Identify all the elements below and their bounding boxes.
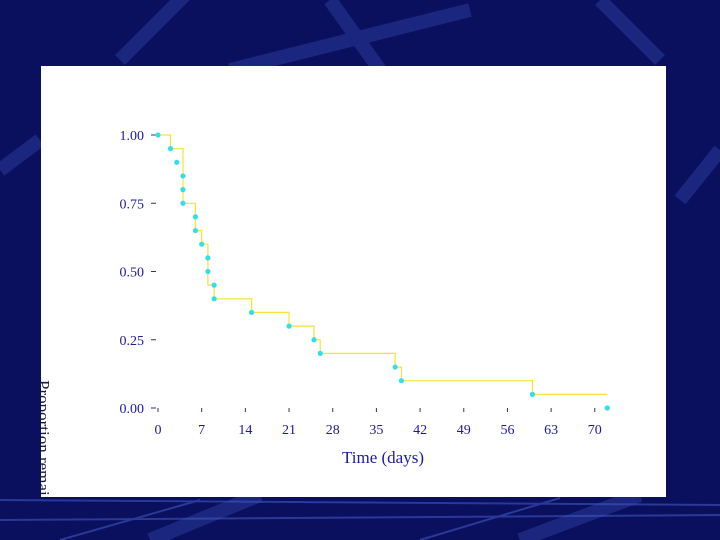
data-point xyxy=(317,350,323,356)
data-point xyxy=(249,309,255,316)
data-point xyxy=(604,405,610,411)
tick-labels: 0.00 0.25 0.50 0.75 1.00 0 7 14 21 28 35 42 49 56 63 70 xyxy=(120,129,602,438)
x-tick-label: 70 xyxy=(588,423,602,438)
y-tick-label: 0.00 xyxy=(120,402,145,417)
y-tick-label: 0.25 xyxy=(120,334,145,349)
data-point xyxy=(180,187,186,193)
data-point xyxy=(205,268,211,275)
data-point xyxy=(392,364,398,370)
data-point xyxy=(311,337,317,343)
data-point xyxy=(211,296,217,302)
data-points xyxy=(155,132,610,411)
x-tick-label: 56 xyxy=(500,423,514,438)
data-point xyxy=(205,255,211,261)
data-point xyxy=(180,173,186,179)
x-tick-label: 21 xyxy=(282,423,296,438)
x-tick-label: 14 xyxy=(238,423,252,438)
y-tick-label: 1.00 xyxy=(120,129,145,144)
axis-ticks xyxy=(151,134,596,412)
x-tick-label: 28 xyxy=(326,423,340,438)
data-point xyxy=(180,200,186,206)
x-tick-label: 49 xyxy=(457,423,471,438)
x-tick-label: 35 xyxy=(369,423,383,438)
data-point xyxy=(211,282,217,288)
x-axis-title: Time (days) xyxy=(342,448,424,467)
data-point xyxy=(286,323,292,329)
x-tick-label: 7 xyxy=(198,423,205,438)
y-tick-label: 0.75 xyxy=(120,197,145,212)
y-tick-label: 0.50 xyxy=(120,266,145,281)
survival-step-line xyxy=(158,134,608,395)
data-point xyxy=(199,241,205,247)
x-tick-label: 0 xyxy=(155,423,162,438)
x-tick-label: 42 xyxy=(413,423,427,438)
chart-panel: 0.00 0.25 0.50 0.75 1.00 0 7 14 21 28 35 42 49 56 63 70… xyxy=(41,66,666,497)
data-point xyxy=(192,227,199,234)
data-point xyxy=(529,391,535,397)
y-axis-title: Proportion remai xyxy=(41,380,53,496)
data-point xyxy=(192,214,199,220)
data-point xyxy=(155,132,161,138)
data-point xyxy=(398,378,404,384)
data-point xyxy=(174,159,180,165)
step-curve xyxy=(158,134,608,395)
kaplan-meier-chart: 0.00 0.25 0.50 0.75 1.00 0 7 14 21 28 35 42 49 56 63 70… xyxy=(120,129,610,467)
x-tick-label: 63 xyxy=(544,423,558,438)
data-point xyxy=(167,146,174,152)
